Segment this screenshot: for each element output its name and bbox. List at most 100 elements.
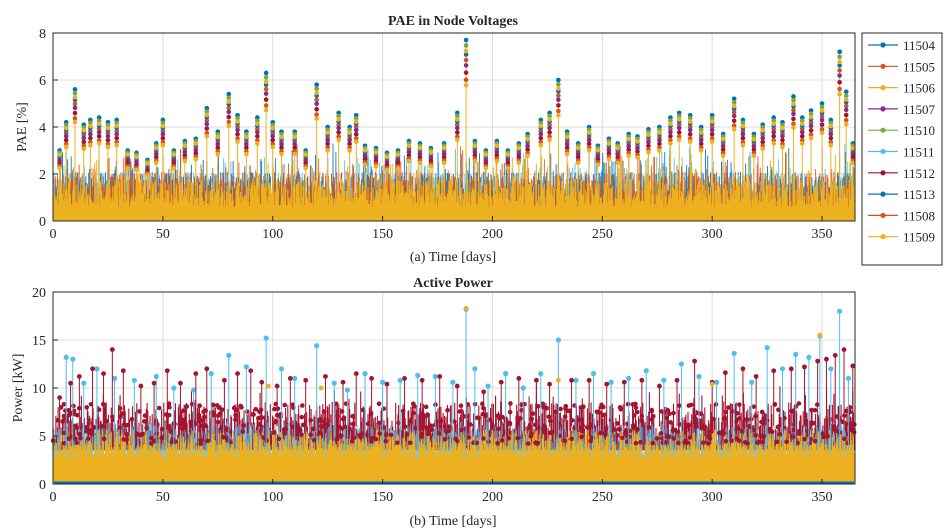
legend-label: 11509 xyxy=(903,230,935,245)
data-point-11512 xyxy=(270,137,276,143)
data-point-11512 xyxy=(556,103,561,108)
data-point-11512 xyxy=(325,141,330,147)
data-point-11506 xyxy=(538,123,544,129)
data-point-11512 xyxy=(180,417,185,423)
data-point-11511 xyxy=(70,356,76,362)
data-point-11506 xyxy=(505,152,511,158)
data-point-11511 xyxy=(94,366,100,372)
data-point-11512 xyxy=(423,413,428,419)
data-point-11512 xyxy=(272,406,277,412)
data-point-11512 xyxy=(308,432,313,438)
data-point-11512 xyxy=(761,416,766,421)
legend-item: 11507 xyxy=(868,102,936,117)
data-point-11504 xyxy=(463,37,469,43)
legend-marker xyxy=(880,191,886,197)
data-point-11506 xyxy=(472,143,478,149)
data-point-11512 xyxy=(664,415,670,420)
data-point-11508 xyxy=(819,127,825,132)
data-point-11504 xyxy=(72,87,78,92)
legend-label: 11513 xyxy=(903,187,935,202)
data-point-11511 xyxy=(696,373,702,380)
data-point-11512 xyxy=(84,429,89,434)
legend-label: 11511 xyxy=(903,145,935,160)
data-point-11510 xyxy=(837,54,842,60)
data-point-11512 xyxy=(565,408,571,414)
data-point-11507 xyxy=(193,147,199,153)
data-point-11512 xyxy=(665,408,671,413)
data-point-11512 xyxy=(660,440,666,446)
data-point-11512 xyxy=(151,380,157,386)
data-point-11512 xyxy=(480,411,486,417)
data-point-11509 xyxy=(771,141,777,146)
data-point-11507 xyxy=(657,137,662,143)
data-point-11512 xyxy=(259,379,265,385)
data-point-11512 xyxy=(308,417,314,423)
data-point-11512 xyxy=(233,417,238,422)
y-tick-label: 8 xyxy=(39,27,46,42)
data-point-11506 xyxy=(463,48,469,54)
data-point-11512 xyxy=(649,417,654,422)
data-point-11509 xyxy=(215,151,221,157)
data-point-11512 xyxy=(562,414,568,420)
axis-ticks-pae: 0 50 100 150 200 250 300 350 0 2 4 6 8 xyxy=(39,27,833,242)
legend-item: 11511 xyxy=(868,145,935,160)
data-point-11505 xyxy=(819,114,825,119)
data-point-11512 xyxy=(533,422,538,428)
data-point-11512 xyxy=(310,426,316,432)
data-point-11511 xyxy=(432,373,438,380)
data-point-11512 xyxy=(774,439,780,445)
data-point-11512 xyxy=(357,432,363,438)
data-point-11512 xyxy=(283,426,289,432)
data-point-11512 xyxy=(646,425,652,430)
data-point-11512 xyxy=(72,110,78,116)
data-point-11511 xyxy=(344,387,351,393)
data-point-11507 xyxy=(105,133,111,139)
data-point-11506 xyxy=(751,136,757,142)
data-point-11512 xyxy=(231,405,237,411)
data-point-11512 xyxy=(776,407,781,413)
data-point-11512 xyxy=(481,436,486,441)
data-point-11512 xyxy=(156,405,162,411)
data-point-11512 xyxy=(564,145,570,151)
data-point-11512 xyxy=(745,441,750,446)
data-point-11506 xyxy=(406,143,412,149)
data-point-11506 xyxy=(373,150,379,155)
data-point-11507 xyxy=(494,149,500,155)
data-point-11512 xyxy=(383,438,389,444)
data-point-11512 xyxy=(598,430,603,436)
data-point-11510 xyxy=(463,43,469,48)
data-point-11512 xyxy=(472,153,478,158)
data-point-11512 xyxy=(808,128,814,133)
legend-item: 11509 xyxy=(868,230,935,245)
data-point-11512 xyxy=(257,409,262,414)
data-point-11512 xyxy=(282,430,287,436)
data-point-11512 xyxy=(317,430,322,435)
data-point-11507 xyxy=(81,135,87,141)
data-point-11511 xyxy=(731,350,737,357)
data-point-11507 xyxy=(676,125,682,131)
data-point-11509 xyxy=(687,139,693,144)
data-point-11504 xyxy=(235,112,240,118)
data-point-11504 xyxy=(791,94,796,99)
data-point-11509 xyxy=(182,158,188,164)
data-point-11506 xyxy=(850,145,856,151)
data-point-11509 xyxy=(454,137,460,143)
data-point-11512 xyxy=(124,431,129,437)
data-point-11512 xyxy=(117,425,123,430)
legend-marker xyxy=(880,85,886,91)
data-point-11512 xyxy=(166,412,172,418)
data-point-11506 xyxy=(615,145,620,151)
data-point-11509 xyxy=(303,165,308,171)
data-point-11512 xyxy=(263,97,269,102)
data-point-11510 xyxy=(547,113,552,119)
data-point-11511 xyxy=(131,377,137,383)
data-point-11512 xyxy=(677,403,682,408)
data-point-11512 xyxy=(117,406,123,411)
data-point-11509 xyxy=(668,141,673,146)
data-point-11512 xyxy=(412,403,417,409)
data-point-11512 xyxy=(350,414,355,419)
data-point-11509 xyxy=(780,144,785,150)
data-point-11512 xyxy=(453,436,458,442)
data-point-11512 xyxy=(76,374,82,379)
x-tick-label: 0 xyxy=(50,227,57,242)
